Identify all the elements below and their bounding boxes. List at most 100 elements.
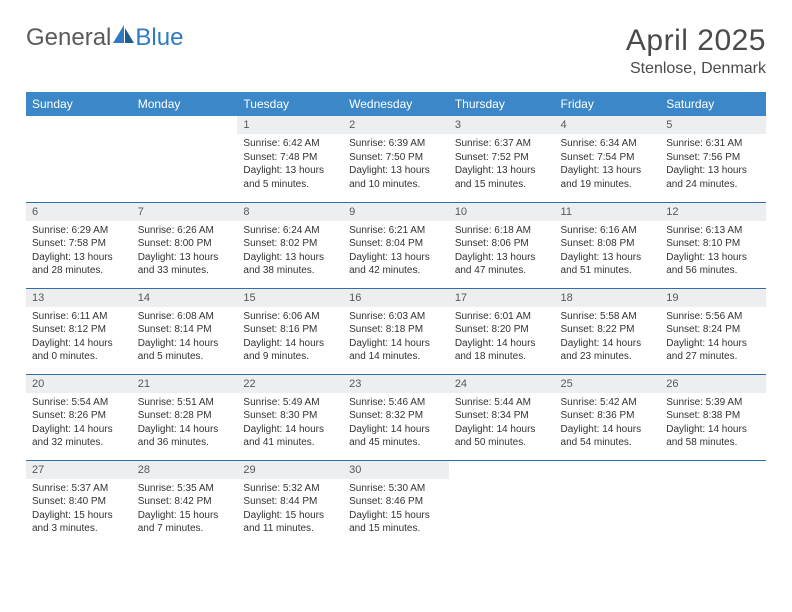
sunset-text: Sunset: 7:50 PM <box>349 151 443 165</box>
sunrise-text: Sunrise: 6:16 AM <box>561 224 655 238</box>
day-number: 27 <box>26 461 132 479</box>
day-body: Sunrise: 6:01 AMSunset: 8:20 PMDaylight:… <box>449 307 555 368</box>
day-body: Sunrise: 5:30 AMSunset: 8:46 PMDaylight:… <box>343 479 449 540</box>
day-body: Sunrise: 6:03 AMSunset: 8:18 PMDaylight:… <box>343 307 449 368</box>
day-body: Sunrise: 6:06 AMSunset: 8:16 PMDaylight:… <box>237 307 343 368</box>
daylight-text: Daylight: 14 hours and 32 minutes. <box>32 423 126 450</box>
day-number: 29 <box>237 461 343 479</box>
sunset-text: Sunset: 7:58 PM <box>32 237 126 251</box>
day-number: 16 <box>343 289 449 307</box>
calendar-cell: 29Sunrise: 5:32 AMSunset: 8:44 PMDayligh… <box>237 460 343 546</box>
day-body: Sunrise: 6:24 AMSunset: 8:02 PMDaylight:… <box>237 221 343 282</box>
day-number: 4 <box>555 116 661 134</box>
sunset-text: Sunset: 8:06 PM <box>455 237 549 251</box>
calendar-cell-empty <box>132 116 238 202</box>
daylight-text: Daylight: 13 hours and 38 minutes. <box>243 251 337 278</box>
weekday-header: Wednesday <box>343 92 449 116</box>
calendar-cell: 7Sunrise: 6:26 AMSunset: 8:00 PMDaylight… <box>132 202 238 288</box>
weekday-header: Thursday <box>449 92 555 116</box>
day-body: Sunrise: 5:56 AMSunset: 8:24 PMDaylight:… <box>660 307 766 368</box>
brand-logo: General Blue <box>26 24 183 52</box>
calendar-cell: 12 Sunrise: 6:13 AMSunset: 8:10 PMDayligh… <box>660 202 766 288</box>
sunset-text: Sunset: 7:54 PM <box>561 151 655 165</box>
calendar-cell: 9Sunrise: 6:21 AMSunset: 8:04 PMDaylight… <box>343 202 449 288</box>
calendar-cell-empty <box>555 460 661 546</box>
day-number: 15 <box>237 289 343 307</box>
weekday-header: Saturday <box>660 92 766 116</box>
sunset-text: Sunset: 8:26 PM <box>32 409 126 423</box>
sunset-text: Sunset: 8:10 PM <box>666 237 760 251</box>
calendar-cell: 26Sunrise: 5:39 AMSunset: 8:38 PMDayligh… <box>660 374 766 460</box>
daylight-text: Daylight: 15 hours and 15 minutes. <box>349 509 443 536</box>
daylight-text: Daylight: 14 hours and 0 minutes. <box>32 337 126 364</box>
daylight-text: Daylight: 13 hours and 24 minutes. <box>666 164 760 191</box>
sunrise-text: Sunrise: 5:39 AM <box>666 396 760 410</box>
daylight-text: Daylight: 13 hours and 19 minutes. <box>561 164 655 191</box>
day-body: Sunrise: 5:49 AMSunset: 8:30 PMDaylight:… <box>237 393 343 454</box>
daylight-text: Daylight: 14 hours and 41 minutes. <box>243 423 337 450</box>
daylight-text: Daylight: 13 hours and 28 minutes. <box>32 251 126 278</box>
calendar-cell: 11Sunrise: 6:16 AMSunset: 8:08 PMDayligh… <box>555 202 661 288</box>
day-number: 26 <box>660 375 766 393</box>
day-body: Sunrise: 5:51 AMSunset: 8:28 PMDaylight:… <box>132 393 238 454</box>
day-number: 3 <box>449 116 555 134</box>
day-body: Sunrise: 5:42 AMSunset: 8:36 PMDaylight:… <box>555 393 661 454</box>
day-number: 17 <box>449 289 555 307</box>
day-number: 12 <box>660 203 766 221</box>
calendar-cell: 16Sunrise: 6:03 AMSunset: 8:18 PMDayligh… <box>343 288 449 374</box>
calendar-cell: 4 Sunrise: 6:34 AMSunset: 7:54 PMDaylight… <box>555 116 661 202</box>
sail-icon <box>113 24 135 52</box>
daylight-text: Daylight: 13 hours and 33 minutes. <box>138 251 232 278</box>
calendar-cell: 2Sunrise: 6:39 AMSunset: 7:50 PMDaylight… <box>343 116 449 202</box>
day-body: Sunrise: 6:42 AMSunset: 7:48 PMDaylight:… <box>237 134 343 195</box>
sunrise-text: Sunrise: 5:51 AM <box>138 396 232 410</box>
sunset-text: Sunset: 8:28 PM <box>138 409 232 423</box>
calendar-cell: 30Sunrise: 5:30 AMSunset: 8:46 PMDayligh… <box>343 460 449 546</box>
calendar-cell: 18Sunrise: 5:58 AMSunset: 8:22 PMDayligh… <box>555 288 661 374</box>
day-body: Sunrise: 6:39 AMSunset: 7:50 PMDaylight:… <box>343 134 449 195</box>
daylight-text: Daylight: 13 hours and 15 minutes. <box>455 164 549 191</box>
daylight-text: Daylight: 14 hours and 23 minutes. <box>561 337 655 364</box>
day-number: 11 <box>555 203 661 221</box>
sunrise-text: Sunrise: 6:34 AM <box>561 137 655 151</box>
calendar-cell: 17Sunrise: 6:01 AMSunset: 8:20 PMDayligh… <box>449 288 555 374</box>
sunset-text: Sunset: 8:36 PM <box>561 409 655 423</box>
daylight-text: Daylight: 15 hours and 7 minutes. <box>138 509 232 536</box>
daylight-text: Daylight: 15 hours and 11 minutes. <box>243 509 337 536</box>
daylight-text: Daylight: 14 hours and 54 minutes. <box>561 423 655 450</box>
calendar-cell-empty <box>660 460 766 546</box>
calendar-cell: 25Sunrise: 5:42 AMSunset: 8:36 PMDayligh… <box>555 374 661 460</box>
calendar-cell: 1Sunrise: 6:42 AMSunset: 7:48 PMDaylight… <box>237 116 343 202</box>
sunrise-text: Sunrise: 5:54 AM <box>32 396 126 410</box>
calendar-cell: 21Sunrise: 5:51 AMSunset: 8:28 PMDayligh… <box>132 374 238 460</box>
sunrise-text: Sunrise: 5:35 AM <box>138 482 232 496</box>
day-number: 10 <box>449 203 555 221</box>
sunrise-text: Sunrise: 5:58 AM <box>561 310 655 324</box>
day-body: Sunrise: 5:54 AMSunset: 8:26 PMDaylight:… <box>26 393 132 454</box>
sunset-text: Sunset: 8:02 PM <box>243 237 337 251</box>
sunset-text: Sunset: 8:00 PM <box>138 237 232 251</box>
sunrise-text: Sunrise: 6:08 AM <box>138 310 232 324</box>
sunset-text: Sunset: 8:04 PM <box>349 237 443 251</box>
day-body: Sunrise: 6:21 AMSunset: 8:04 PMDaylight:… <box>343 221 449 282</box>
weekday-header: Sunday <box>26 92 132 116</box>
page-title: April 2025 <box>626 24 766 58</box>
brand-name-2: Blue <box>135 24 183 52</box>
calendar-cell-empty <box>26 116 132 202</box>
daylight-text: Daylight: 15 hours and 3 minutes. <box>32 509 126 536</box>
sunset-text: Sunset: 8:18 PM <box>349 323 443 337</box>
day-number: 19 <box>660 289 766 307</box>
day-body: Sunrise: 5:58 AMSunset: 8:22 PMDaylight:… <box>555 307 661 368</box>
daylight-text: Daylight: 14 hours and 36 minutes. <box>138 423 232 450</box>
sunrise-text: Sunrise: 6:11 AM <box>32 310 126 324</box>
daylight-text: Daylight: 14 hours and 14 minutes. <box>349 337 443 364</box>
daylight-text: Daylight: 13 hours and 47 minutes. <box>455 251 549 278</box>
sunset-text: Sunset: 8:46 PM <box>349 495 443 509</box>
daylight-text: Daylight: 13 hours and 56 minutes. <box>666 251 760 278</box>
day-number: 1 <box>237 116 343 134</box>
daylight-text: Daylight: 14 hours and 5 minutes. <box>138 337 232 364</box>
weekday-header: Monday <box>132 92 238 116</box>
sunrise-text: Sunrise: 6:13 AM <box>666 224 760 238</box>
sunset-text: Sunset: 7:56 PM <box>666 151 760 165</box>
sunrise-text: Sunrise: 6:24 AM <box>243 224 337 238</box>
